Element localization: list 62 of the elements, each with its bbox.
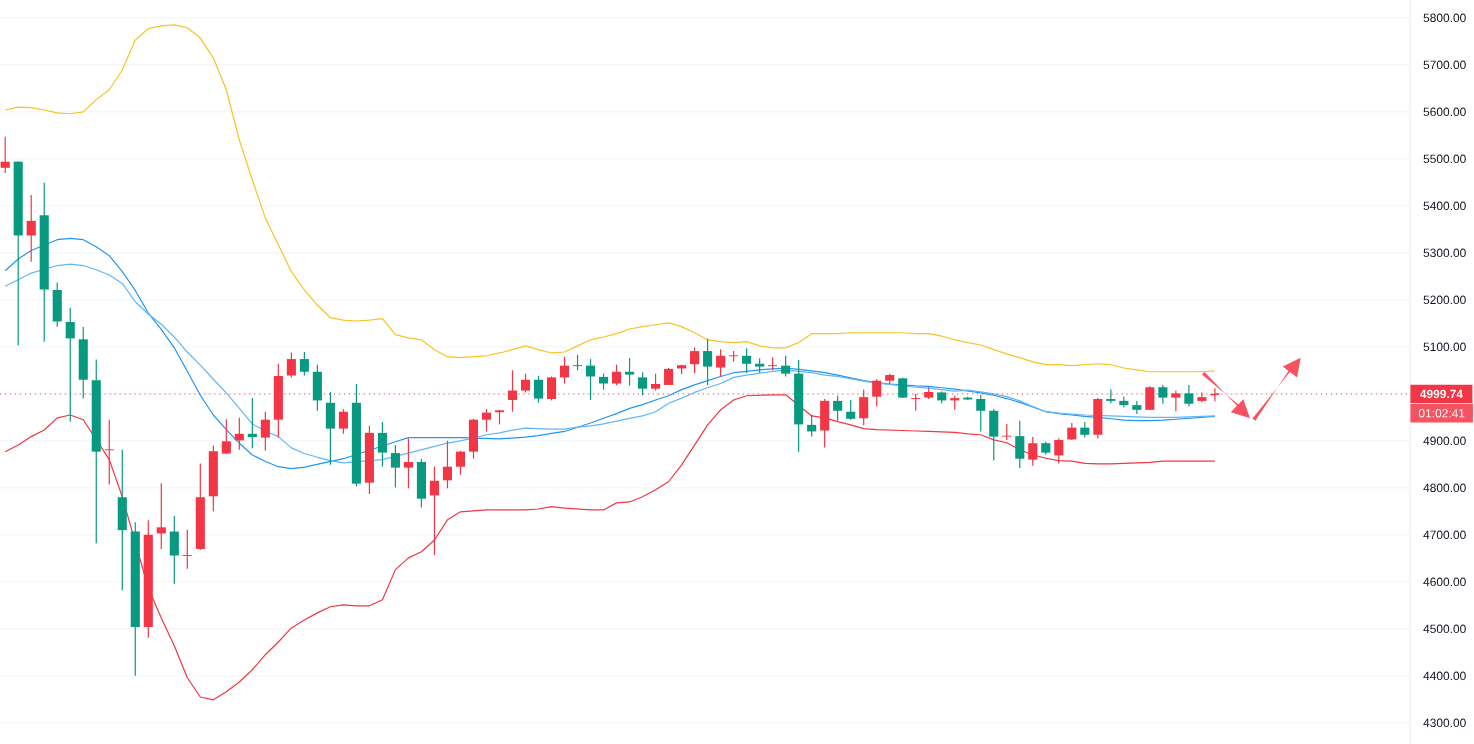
candlestick (26, 194, 36, 263)
y-tick-label: 5100.00 (1423, 342, 1466, 352)
candlestick (0, 136, 10, 174)
candlestick (156, 482, 166, 550)
candlestick (690, 346, 700, 374)
candlestick (260, 411, 270, 452)
candlestick (1028, 436, 1038, 467)
candlestick (1197, 391, 1207, 403)
y-tick-label: 5500.00 (1423, 154, 1466, 164)
candlestick (221, 418, 231, 455)
candlestick (169, 515, 179, 585)
candlestick (1132, 400, 1142, 415)
y-tick-label: 4600.00 (1423, 577, 1466, 587)
candlestick (1184, 384, 1194, 408)
candlestick (585, 358, 596, 401)
candlestick (559, 356, 570, 385)
candlestick (1054, 437, 1064, 465)
candlestick (703, 338, 713, 386)
y-tick-label: 4500.00 (1423, 624, 1466, 634)
y-tick-label: 5200.00 (1423, 295, 1466, 305)
candlestick (65, 307, 75, 423)
y-tick-label: 4800.00 (1423, 483, 1466, 493)
candlestick (625, 357, 635, 386)
y-tick-label: 4300.00 (1423, 718, 1466, 728)
candlestick (976, 394, 986, 433)
y-tick-label: 5700.00 (1423, 60, 1466, 70)
candlestick (234, 417, 244, 451)
y-tick-label: 4900.00 (1423, 436, 1466, 446)
candlestick (546, 375, 557, 402)
candlestick (377, 421, 387, 468)
candlestick (429, 466, 439, 556)
candlestick (338, 408, 348, 435)
candlestick (247, 397, 257, 449)
candlestick (286, 351, 296, 378)
candlestick (520, 373, 531, 394)
y-tick-label: 5800.00 (1423, 13, 1466, 23)
candlestick (833, 395, 843, 422)
candlestick (612, 364, 622, 386)
candlestick (1158, 384, 1168, 405)
candlestick (442, 440, 453, 489)
candlestick (403, 437, 413, 489)
candlestick (807, 414, 817, 438)
ref-line-label: 4999.74 (1420, 389, 1463, 399)
candlestick (1015, 420, 1025, 469)
candlestick (182, 529, 192, 570)
y-tick-label: 5300.00 (1423, 248, 1466, 258)
candlestick (455, 450, 466, 476)
candlestick (716, 348, 726, 378)
text: 01:02:41 (1418, 409, 1465, 418)
y-tick-label: 5400.00 (1423, 201, 1466, 211)
candlestick (104, 419, 114, 486)
candlestick (390, 444, 400, 488)
candlestick (781, 355, 791, 378)
candlestick (299, 351, 309, 377)
candlestick (481, 408, 492, 433)
candlestick (846, 399, 856, 421)
y-tick-label: 4700.00 (1423, 530, 1466, 540)
candlestick (638, 371, 648, 396)
y-tick-label: 4400.00 (1423, 671, 1466, 681)
candlestick (742, 347, 752, 374)
candlestick (533, 375, 544, 404)
y-tick-label: 5600.00 (1423, 107, 1466, 117)
